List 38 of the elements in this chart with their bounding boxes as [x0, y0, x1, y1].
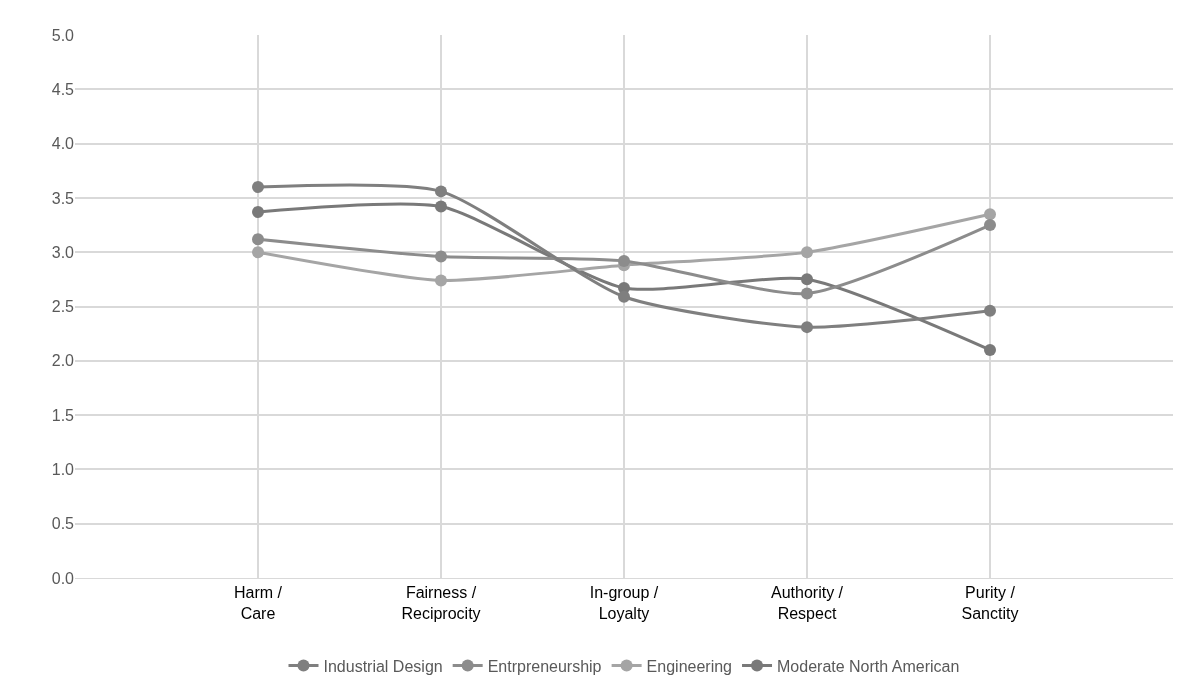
point: [801, 287, 813, 300]
x-tick-label: Fairness / Reciprocity: [401, 584, 481, 622]
legend-label: Industrial Design: [323, 657, 443, 675]
y-tick-label: 1.0: [51, 461, 75, 478]
y-tick-label: 2.5: [51, 298, 75, 316]
x-tick-label: Authority / Respect: [770, 584, 844, 622]
point: [618, 290, 630, 303]
point: [984, 208, 996, 221]
point: [801, 321, 813, 334]
y-tick-label: 3.0: [51, 243, 75, 261]
point: [801, 273, 813, 286]
y-tick-label: 4.0: [51, 135, 75, 153]
y-tick-label: 3.5: [51, 189, 75, 207]
y-tick-label: 0.0: [51, 569, 75, 587]
point: [984, 304, 996, 317]
point: [252, 233, 264, 246]
point: [252, 246, 264, 259]
y-tick-label: 2.0: [51, 352, 75, 370]
point: [801, 246, 813, 259]
legend-label: Engineering: [646, 657, 733, 675]
point: [252, 206, 264, 219]
point: [252, 181, 264, 194]
x-tick-label: Harm / Care: [234, 584, 283, 622]
x-tick-label: In-group / Loyalty: [589, 584, 659, 622]
y-tick-label: 5.0: [51, 26, 75, 44]
point: [984, 343, 996, 356]
y-tick-label: 0.5: [51, 515, 75, 533]
point: [435, 250, 447, 263]
x-tick-label: Purity / Sanctity: [961, 584, 1019, 622]
point: [435, 274, 447, 287]
legend-label: Entrpreneurship: [487, 657, 602, 675]
point: [435, 200, 447, 213]
point: [984, 219, 996, 232]
point: [618, 254, 630, 267]
y-tick-label: 1.5: [51, 406, 75, 424]
point: [435, 185, 447, 198]
legend-label: Moderate North American: [777, 657, 960, 675]
y-tick-label: 4.5: [51, 80, 75, 98]
